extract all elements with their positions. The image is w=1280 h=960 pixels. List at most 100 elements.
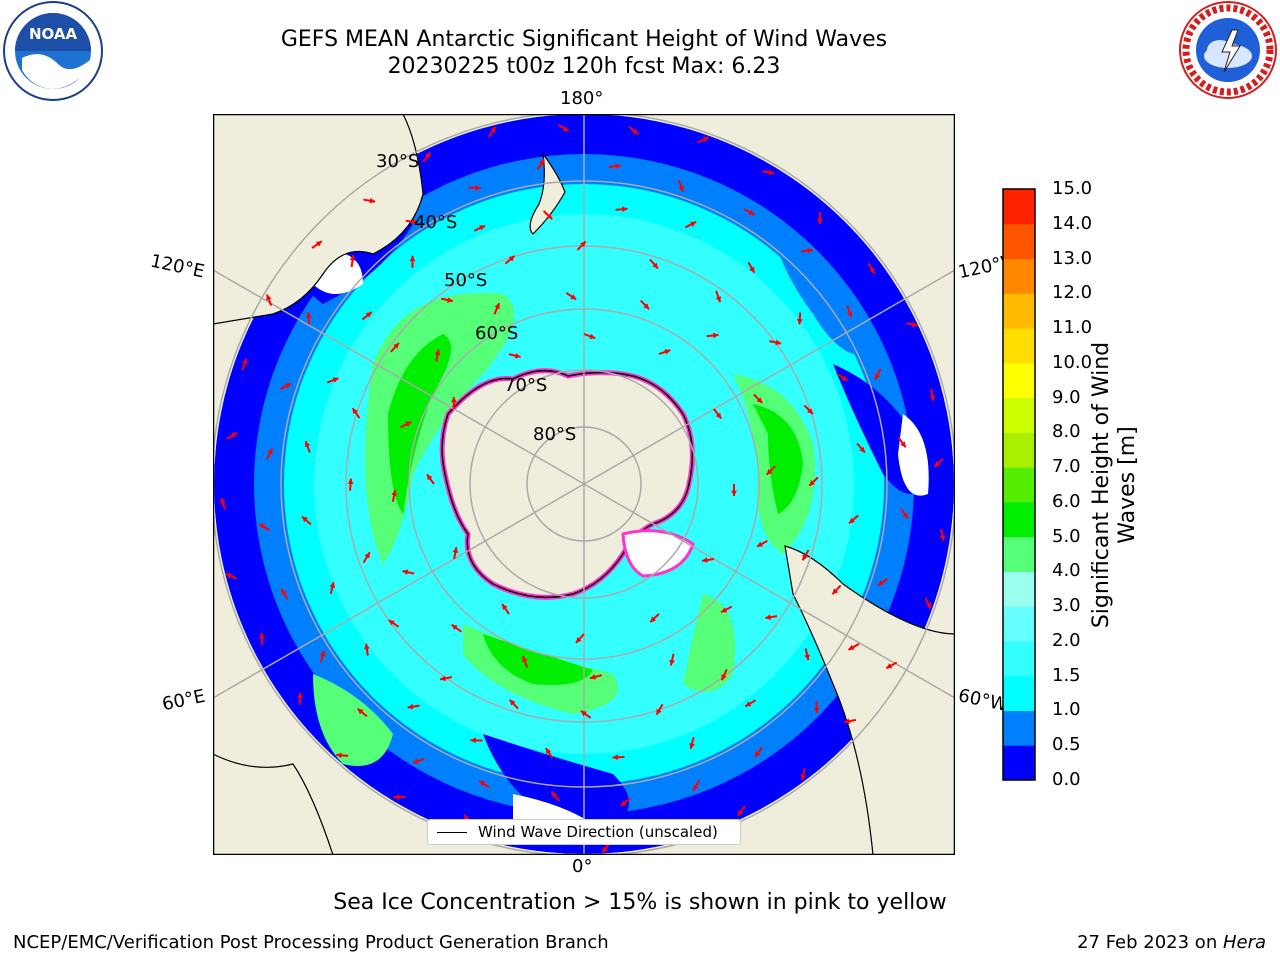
wind-wave-arrowhead [841, 375, 848, 381]
wind-wave-arrowhead [848, 644, 855, 650]
wind-wave-arrowhead [804, 654, 810, 661]
wind-wave-arrowhead [754, 750, 761, 757]
wind-wave-arrowhead [579, 241, 586, 248]
wind-wave-arrowhead [886, 663, 893, 669]
map-frame [213, 114, 955, 855]
wind-wave-arrowhead [800, 774, 807, 781]
wind-wave-arrowhead [766, 468, 773, 475]
wind-wave-arrowhead [365, 312, 372, 318]
wind-wave-arrowhead [258, 632, 265, 639]
wind-wave-arrowhead [589, 333, 596, 340]
wind-wave-arrowhead [620, 800, 627, 806]
wind-wave-arrowhead [622, 206, 628, 213]
wind-wave-arrowhead [816, 218, 823, 225]
wind-wave-arrowhead [737, 809, 744, 816]
wind-wave-arrowhead [281, 588, 287, 595]
wind-wave-arrowhead [643, 303, 650, 310]
wind-wave-arrowhead [715, 412, 722, 419]
colorbar-segment [1003, 467, 1035, 503]
wind-wave-arrowhead [678, 185, 684, 192]
wind-wave-arrowhead [775, 339, 782, 346]
lon-label-120e: 120°E [148, 250, 207, 283]
wind-wave-arrowhead [934, 461, 941, 467]
wind-wave-arrowhead [562, 126, 569, 132]
wind-wave-arrowhead [602, 846, 608, 853]
colorbar-segment [1003, 258, 1035, 294]
wind-wave-arrowhead [297, 692, 303, 699]
colorbar-tick-label: 15.0 [1052, 178, 1093, 199]
wind-wave-arrowhead [451, 624, 458, 631]
wind-wave-arrowhead [490, 126, 496, 133]
wind-wave-arrowhead [352, 408, 358, 415]
colorbar-segment [1003, 745, 1035, 781]
colorbar-segment [1003, 293, 1035, 329]
wind-wave-arrowhead [426, 474, 433, 481]
wind-wave-arrowhead [832, 588, 839, 595]
wind-wave-arrowhead [545, 748, 552, 755]
colorbar-segment [1003, 606, 1035, 642]
wind-wave-arrowhead [929, 395, 936, 401]
wind-wave-arrowhead [844, 718, 850, 725]
wind-wave-arrowhead [411, 218, 418, 225]
wind-wave-arrowhead [332, 377, 339, 383]
wind-wave-arrowhead [807, 247, 813, 254]
wind-wave-arrowhead [749, 266, 755, 273]
wind-wave-arrowhead [369, 197, 376, 204]
colorbar-tick-label: 14.0 [1052, 212, 1093, 234]
wind-wave-arrowhead [259, 523, 266, 530]
colorbar-tick-label: 5.0 [1052, 525, 1081, 547]
colorbar-tick-label: 11.0 [1052, 317, 1093, 339]
wind-wave-arrowhead [768, 169, 775, 176]
lon-label-60e: 60°E [160, 685, 207, 716]
wind-wave-arrowhead [393, 794, 400, 800]
wind-wave-arrowhead [715, 296, 722, 303]
wind-wave-arrowhead [364, 643, 370, 650]
wind-wave-arrowhead [900, 441, 906, 448]
wind-wave-arrowhead [226, 573, 233, 579]
wind-wave-arrowhead [689, 742, 695, 749]
legend-line-icon [437, 832, 467, 833]
wind-wave-arrowhead [570, 294, 577, 300]
wind-wave-arrowhead [364, 552, 370, 559]
wind-wave-arrows [220, 124, 946, 854]
wind-wave-arrowhead [650, 616, 657, 623]
polar-map [213, 114, 955, 855]
wind-wave-arrowhead [479, 225, 486, 231]
wind-wave-arrowhead [590, 674, 596, 680]
wind-wave-arrowhead [349, 255, 356, 261]
colorbar [1002, 188, 1036, 781]
wind-wave-arrowhead [669, 659, 675, 666]
wind-wave-arrowhead [538, 159, 545, 166]
lon-label-0: 0° [572, 856, 593, 877]
wind-wave-arrowhead [575, 637, 582, 643]
colorbar-segment [1003, 328, 1035, 364]
wind-wave-arrowhead [509, 699, 516, 706]
wind-wave-arrowhead [546, 213, 553, 220]
map-legend: Wind Wave Direction (unscaled) [427, 819, 741, 845]
wind-wave-arrowhead [357, 708, 364, 715]
colorbar-segment [1003, 640, 1035, 677]
colorbar-segment [1003, 397, 1035, 433]
wind-wave-arrowhead [712, 332, 719, 339]
colorbar-tick-label: 3.0 [1052, 595, 1081, 617]
wind-wave-arrowhead [869, 267, 875, 274]
nws-logo-icon [1179, 1, 1277, 99]
wind-wave-arrowhead [267, 448, 273, 455]
wind-wave-arrowhead [284, 383, 291, 389]
wind-wave-arrowhead [809, 479, 816, 486]
wind-wave-arrowhead [912, 321, 918, 328]
wind-wave-arrowhead [502, 604, 508, 610]
wind-wave-arrowhead [615, 163, 621, 170]
wind-wave-arrowhead [301, 516, 308, 523]
wind-wave-arrowhead [451, 397, 457, 403]
colorbar-segment [1003, 571, 1035, 607]
wind-wave-arrowhead [756, 397, 763, 403]
chart-subtitle: 20230225 t00z 120h fcst Max: 6.23 [387, 54, 781, 79]
colorbar-segment [1003, 536, 1035, 572]
noaa-logo-icon: NOAA [3, 1, 103, 101]
colorbar-tick-label: 6.0 [1052, 490, 1081, 512]
wind-wave-arrowhead [447, 297, 453, 303]
wind-wave-arrowhead [241, 358, 248, 365]
wind-wave-arrowhead [336, 752, 342, 759]
wind-wave-arrowhead [424, 152, 431, 159]
